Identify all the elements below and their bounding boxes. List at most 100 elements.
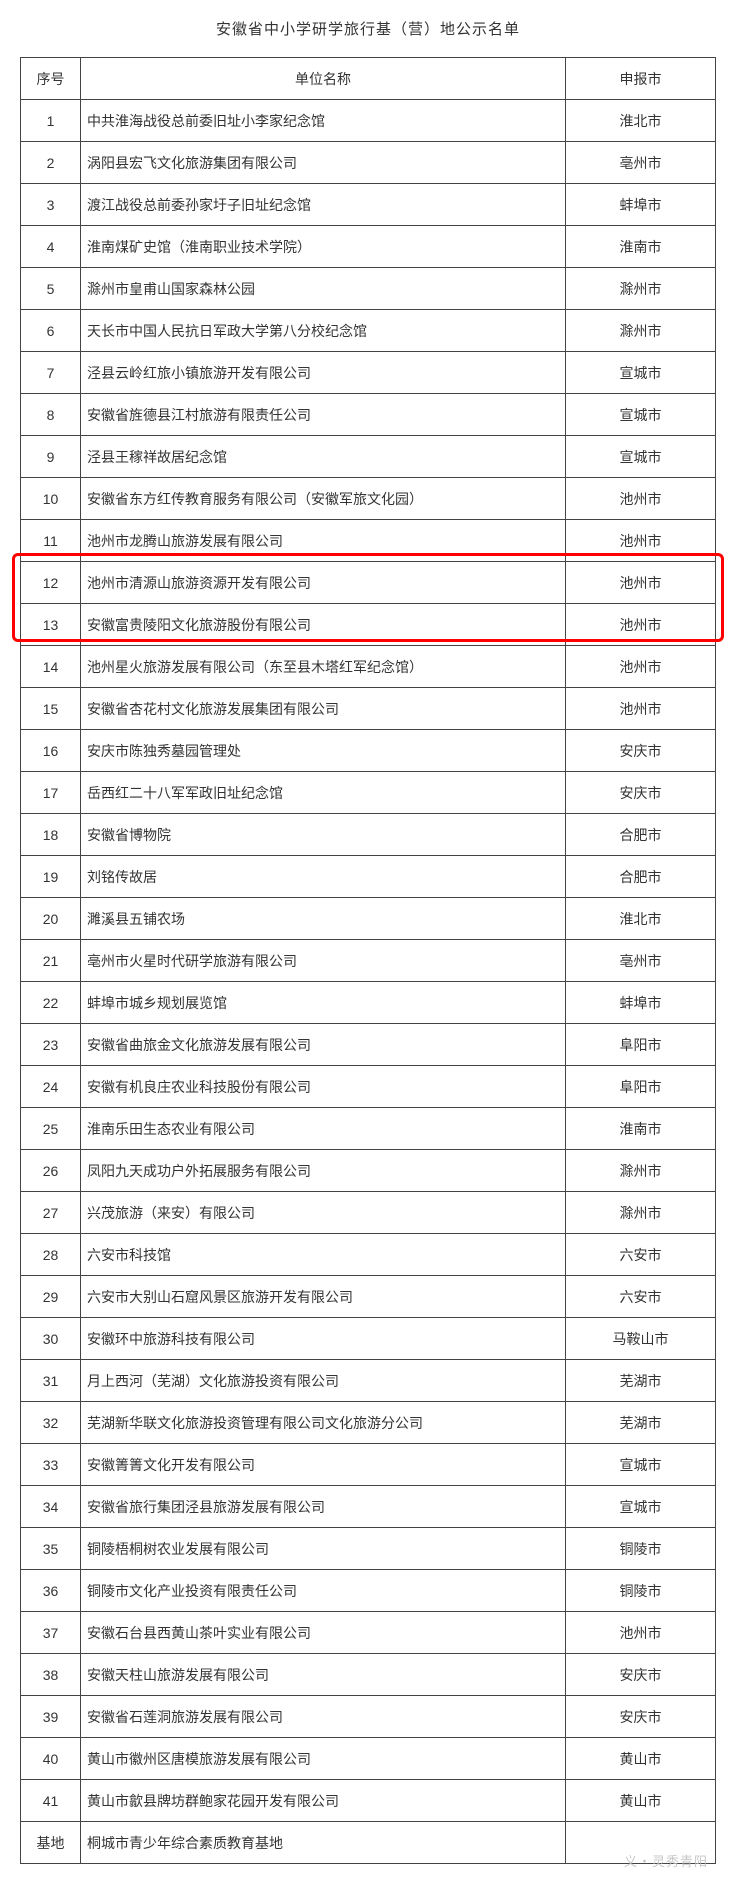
cell-index: 32: [21, 1402, 81, 1444]
cell-city: 宣城市: [566, 394, 716, 436]
table-row: 34安徽省旅行集团泾县旅游发展有限公司宣城市: [21, 1486, 716, 1528]
page-title: 安徽省中小学研学旅行基（营）地公示名单: [20, 18, 716, 39]
cell-index: 24: [21, 1066, 81, 1108]
cell-name: 铜陵梧桐树农业发展有限公司: [81, 1528, 566, 1570]
cell-name: 泾县王稼祥故居纪念馆: [81, 436, 566, 478]
cell-city: 黄山市: [566, 1780, 716, 1822]
cell-name: 六安市科技馆: [81, 1234, 566, 1276]
cell-name: 池州市龙腾山旅游发展有限公司: [81, 520, 566, 562]
table-row: 41黄山市歙县牌坊群鲍家花园开发有限公司黄山市: [21, 1780, 716, 1822]
cell-index: 38: [21, 1654, 81, 1696]
cell-index: 26: [21, 1150, 81, 1192]
cell-name: 芜湖新华联文化旅游投资管理有限公司文化旅游分公司: [81, 1402, 566, 1444]
cell-name: 濉溪县五铺农场: [81, 898, 566, 940]
cell-index: 7: [21, 352, 81, 394]
table-row: 11池州市龙腾山旅游发展有限公司池州市: [21, 520, 716, 562]
cell-city: 淮北市: [566, 898, 716, 940]
table-row: 16安庆市陈独秀墓园管理处安庆市: [21, 730, 716, 772]
cell-city: 安庆市: [566, 1696, 716, 1738]
table-row: 26凤阳九天成功户外拓展服务有限公司滁州市: [21, 1150, 716, 1192]
cell-name: 安徽省东方红传教育服务有限公司（安徽军旅文化园）: [81, 478, 566, 520]
table-row: 31月上西河（芜湖）文化旅游投资有限公司芜湖市: [21, 1360, 716, 1402]
table-row: 24安徽有机良庄农业科技股份有限公司阜阳市: [21, 1066, 716, 1108]
table-row: 30安徽环中旅游科技有限公司马鞍山市: [21, 1318, 716, 1360]
table-row: 23安徽省曲旅金文化旅游发展有限公司阜阳市: [21, 1024, 716, 1066]
cell-city: 六安市: [566, 1234, 716, 1276]
col-header-index: 序号: [21, 58, 81, 100]
cell-index: 40: [21, 1738, 81, 1780]
cell-index: 23: [21, 1024, 81, 1066]
table-row: 28六安市科技馆六安市: [21, 1234, 716, 1276]
cell-name: 安徽省曲旅金文化旅游发展有限公司: [81, 1024, 566, 1066]
table-row: 15安徽省杏花村文化旅游发展集团有限公司池州市: [21, 688, 716, 730]
cell-name: 中共淮海战役总前委旧址小李家纪念馆: [81, 100, 566, 142]
col-header-city: 申报市: [566, 58, 716, 100]
cell-name: 蚌埠市城乡规划展览馆: [81, 982, 566, 1024]
cell-city: 亳州市: [566, 940, 716, 982]
cell-name: 亳州市火星时代研学旅游有限公司: [81, 940, 566, 982]
cell-city: 滁州市: [566, 310, 716, 352]
cell-name: 安徽石台县西黄山茶叶实业有限公司: [81, 1612, 566, 1654]
cell-index: 33: [21, 1444, 81, 1486]
cell-city: 池州市: [566, 478, 716, 520]
cell-city: 六安市: [566, 1276, 716, 1318]
cell-name: 安徽省杏花村文化旅游发展集团有限公司: [81, 688, 566, 730]
cell-index: 4: [21, 226, 81, 268]
cell-city: 宣城市: [566, 352, 716, 394]
cell-city: 阜阳市: [566, 1024, 716, 1066]
cell-city: 蚌埠市: [566, 184, 716, 226]
cell-name: 铜陵市文化产业投资有限责任公司: [81, 1570, 566, 1612]
cell-index: 30: [21, 1318, 81, 1360]
table-row: 3渡江战役总前委孙家圩子旧址纪念馆蚌埠市: [21, 184, 716, 226]
cell-name: 淮南煤矿史馆（淮南职业技术学院）: [81, 226, 566, 268]
table-row: 2涡阳县宏飞文化旅游集团有限公司亳州市: [21, 142, 716, 184]
cell-name: 兴茂旅游（来安）有限公司: [81, 1192, 566, 1234]
cell-name: 安徽省博物院: [81, 814, 566, 856]
cell-index: 31: [21, 1360, 81, 1402]
cell-name: 黄山市徽州区唐模旅游发展有限公司: [81, 1738, 566, 1780]
cell-name: 安徽有机良庄农业科技股份有限公司: [81, 1066, 566, 1108]
table-row: 4淮南煤矿史馆（淮南职业技术学院）淮南市: [21, 226, 716, 268]
cell-index: 14: [21, 646, 81, 688]
cell-index: 36: [21, 1570, 81, 1612]
table-row: 27兴茂旅游（来安）有限公司滁州市: [21, 1192, 716, 1234]
table-row: 25淮南乐田生态农业有限公司淮南市: [21, 1108, 716, 1150]
cell-city: 池州市: [566, 688, 716, 730]
table-row: 8安徽省旌德县江村旅游有限责任公司宣城市: [21, 394, 716, 436]
roster-table: 序号 单位名称 申报市 1中共淮海战役总前委旧址小李家纪念馆淮北市2涡阳县宏飞文…: [20, 57, 716, 1864]
cell-index: 39: [21, 1696, 81, 1738]
table-row: 7泾县云岭红旅小镇旅游开发有限公司宣城市: [21, 352, 716, 394]
cell-index: 37: [21, 1612, 81, 1654]
cell-index: 20: [21, 898, 81, 940]
cell-city: 黄山市: [566, 1738, 716, 1780]
cell-base-city: [566, 1822, 716, 1864]
cell-index: 6: [21, 310, 81, 352]
table-row: 17岳西红二十八军军政旧址纪念馆安庆市: [21, 772, 716, 814]
cell-city: 滁州市: [566, 268, 716, 310]
cell-index: 17: [21, 772, 81, 814]
cell-city: 淮南市: [566, 1108, 716, 1150]
table-row: 33安徽箐箐文化开发有限公司宣城市: [21, 1444, 716, 1486]
cell-name: 安徽省旅行集团泾县旅游发展有限公司: [81, 1486, 566, 1528]
table-row-base: 基地桐城市青少年综合素质教育基地: [21, 1822, 716, 1864]
cell-name: 刘铭传故居: [81, 856, 566, 898]
table-row: 18安徽省博物院合肥市: [21, 814, 716, 856]
cell-index: 19: [21, 856, 81, 898]
cell-index: 34: [21, 1486, 81, 1528]
cell-city: 池州市: [566, 520, 716, 562]
table-row: 35铜陵梧桐树农业发展有限公司铜陵市: [21, 1528, 716, 1570]
table-row: 36铜陵市文化产业投资有限责任公司铜陵市: [21, 1570, 716, 1612]
cell-city: 亳州市: [566, 142, 716, 184]
cell-city: 蚌埠市: [566, 982, 716, 1024]
cell-index: 41: [21, 1780, 81, 1822]
cell-city: 宣城市: [566, 436, 716, 478]
cell-city: 铜陵市: [566, 1570, 716, 1612]
cell-name: 池州星火旅游发展有限公司（东至县木塔红军纪念馆）: [81, 646, 566, 688]
cell-index: 11: [21, 520, 81, 562]
table-row: 6天长市中国人民抗日军政大学第八分校纪念馆滁州市: [21, 310, 716, 352]
cell-city: 池州市: [566, 646, 716, 688]
cell-name: 安徽省石莲洞旅游发展有限公司: [81, 1696, 566, 1738]
table-row: 12池州市清源山旅游资源开发有限公司池州市: [21, 562, 716, 604]
table-row: 9泾县王稼祥故居纪念馆宣城市: [21, 436, 716, 478]
cell-index: 12: [21, 562, 81, 604]
